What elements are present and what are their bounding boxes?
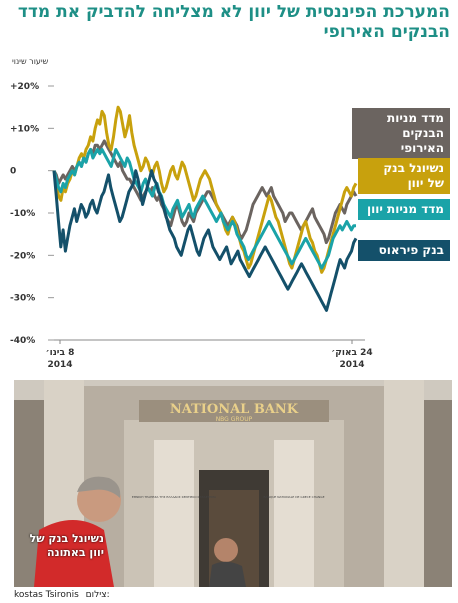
series-line-2 — [52, 148, 356, 270]
y-tick-label: 0 — [10, 167, 16, 177]
x-tick-label: 24 באוק׳ — [331, 348, 372, 358]
y-axis-label: שיעור שינוי — [12, 57, 49, 66]
credit-label: צילום: — [85, 590, 110, 600]
y-tick-label: +20% — [10, 82, 39, 92]
series-line-0 — [52, 139, 358, 245]
y-tick-label: -30% — [10, 294, 35, 304]
chart-lines — [52, 105, 358, 312]
x-tick-year: 2014 — [339, 360, 364, 370]
plaque-left: ΕΘΝΙΚΗ ΤΡΑΠΕΖΑ ΤΗΣ ΕΛΛΑΔΟΣ ΚΕΝΤΡΙΚΟ ΚΑΤΑ… — [132, 495, 217, 499]
y-tick-label: -40% — [10, 336, 35, 346]
legend-item: בנק פיראוס — [358, 240, 450, 261]
legend-item: מדד מניות הבנקים האירופי — [352, 108, 450, 159]
y-axis: שיעור שינוי +20% +10% 0 -10% -20% -30% -40% — [10, 57, 54, 346]
photo-overlay-caption: נשיונל בנק של יוון באתונה — [29, 532, 104, 559]
x-tick-label: 8 בינו׳ — [46, 348, 75, 358]
y-tick-label: +10% — [10, 124, 39, 134]
series-line-1 — [52, 105, 358, 274]
legend-item: מדד מניות יוון — [358, 199, 450, 220]
y-tick-label: -20% — [10, 251, 35, 261]
bank-sign-text: NATIONAL BANK — [170, 402, 299, 417]
credit-name: kostas Tsironis — [14, 590, 79, 600]
y-tick-label: -10% — [10, 209, 35, 219]
x-axis: 8 בינו׳ 2014 24 באוק׳ 2014 — [46, 339, 373, 370]
plaque-right: BANQUE NATIONALE DE GRECE CHANGE — [264, 495, 325, 499]
headline: המערכת הפיננסית של יוון לא מצליחה להדביק… — [17, 2, 450, 42]
line-chart: שיעור שינוי +20% +10% 0 -10% -20% -30% -40% 8 ב… — [10, 57, 373, 370]
x-tick-year: 2014 — [47, 360, 72, 370]
series-line-3 — [52, 169, 358, 312]
photo-credit: kostas Tsironis צילום: — [14, 590, 452, 600]
bank-photo: NATIONAL BANK NBG GROUP ΕΘΝΙΚΗ ΤΡΑΠΕΖΑ Τ… — [14, 380, 452, 587]
legend-item: נשיונל בנק של יוון — [358, 158, 450, 194]
bank-sign-subtext: NBG GROUP — [216, 416, 253, 423]
